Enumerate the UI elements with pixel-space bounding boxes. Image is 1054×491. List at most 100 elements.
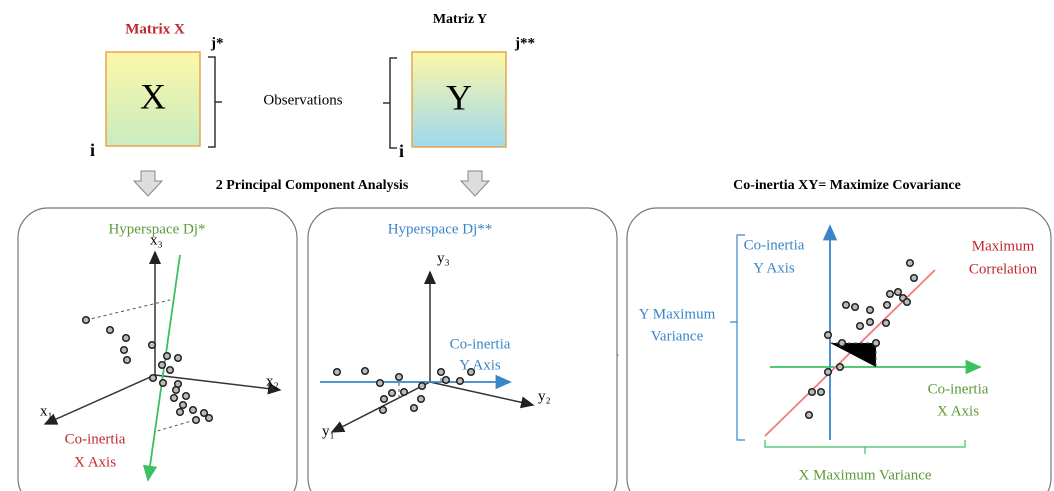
point bbox=[162, 351, 172, 361]
axis-label: X Axis bbox=[937, 403, 979, 419]
axis-label: X Axis bbox=[74, 454, 116, 470]
down-arrow bbox=[132, 170, 164, 197]
point bbox=[122, 355, 132, 365]
axis-label: Co-inertia bbox=[450, 336, 511, 352]
observations: Observations bbox=[263, 92, 342, 108]
axis-name: y₂ bbox=[538, 388, 551, 404]
axis-label: Co-inertia bbox=[65, 431, 126, 447]
matrix-x-title: Matrix X bbox=[125, 21, 185, 37]
matrix-y-row-index: i bbox=[399, 141, 404, 161]
point bbox=[158, 378, 168, 388]
axis-name: y₁ bbox=[322, 423, 335, 439]
point bbox=[905, 258, 915, 268]
panel-title: Hyperspace Dj** bbox=[388, 221, 493, 237]
matrix-x-col-index: j* bbox=[210, 35, 224, 51]
point bbox=[807, 387, 817, 397]
bracket bbox=[764, 440, 966, 454]
point bbox=[823, 367, 833, 377]
point bbox=[865, 317, 875, 327]
bracket bbox=[730, 234, 745, 441]
point bbox=[816, 387, 826, 397]
point bbox=[175, 407, 185, 417]
panel bbox=[626, 207, 1052, 491]
point bbox=[466, 367, 476, 377]
correlation-label: Maximum bbox=[972, 238, 1035, 254]
panel bbox=[307, 207, 618, 491]
projection bbox=[830, 342, 877, 367]
point bbox=[178, 400, 188, 410]
pca-label: 2 Principal Component Analysis bbox=[216, 178, 409, 193]
axis bbox=[154, 374, 282, 395]
axis bbox=[429, 381, 535, 409]
point bbox=[191, 415, 201, 425]
variance-label: Variance bbox=[651, 328, 704, 344]
points bbox=[81, 315, 214, 425]
bracket bbox=[383, 57, 397, 149]
point bbox=[171, 385, 181, 395]
point bbox=[871, 338, 881, 348]
points bbox=[804, 258, 919, 420]
point bbox=[165, 365, 175, 375]
variance-label: Y Maximum bbox=[639, 306, 716, 322]
matrix-y-title: Matriz Y bbox=[433, 12, 487, 27]
point bbox=[850, 302, 860, 312]
axis-name: x₃ bbox=[150, 232, 163, 248]
point bbox=[855, 321, 865, 331]
axis-name: y₃ bbox=[437, 250, 450, 266]
point bbox=[885, 289, 895, 299]
point bbox=[375, 378, 385, 388]
point bbox=[378, 405, 388, 415]
coinertia-title: Co-inertia XY= Maximize Covariance bbox=[733, 178, 961, 193]
point bbox=[409, 403, 419, 413]
point bbox=[169, 393, 179, 403]
point bbox=[804, 410, 814, 420]
point bbox=[837, 338, 847, 348]
matrix-y-symbol: Y bbox=[446, 77, 472, 117]
points bbox=[332, 366, 476, 415]
bracket bbox=[208, 56, 222, 148]
point bbox=[119, 345, 129, 355]
point bbox=[893, 287, 903, 297]
point bbox=[865, 305, 875, 315]
axis-label: Y Axis bbox=[459, 357, 501, 373]
axis bbox=[43, 374, 156, 425]
point bbox=[199, 408, 209, 418]
point bbox=[823, 330, 833, 340]
down-arrow bbox=[459, 170, 491, 197]
point bbox=[416, 394, 426, 404]
axis-name: x₁ bbox=[40, 403, 53, 419]
point bbox=[902, 297, 912, 307]
point bbox=[105, 325, 115, 335]
point bbox=[173, 353, 183, 363]
point bbox=[147, 340, 157, 350]
point bbox=[157, 360, 167, 370]
variance-label: X Maximum Variance bbox=[798, 467, 931, 483]
matrix-x-row-index: i bbox=[90, 140, 95, 160]
point bbox=[835, 362, 845, 372]
correlation-label: Correlation bbox=[969, 261, 1038, 277]
point bbox=[181, 391, 191, 401]
point bbox=[417, 381, 427, 391]
point bbox=[148, 373, 158, 383]
matrix-x-symbol: X bbox=[140, 76, 166, 116]
point bbox=[332, 367, 342, 377]
point bbox=[441, 375, 451, 385]
matrix-y-col-index: j** bbox=[514, 35, 535, 51]
point bbox=[881, 318, 891, 328]
panel bbox=[17, 207, 298, 491]
point bbox=[360, 366, 370, 376]
axis-label: Co-inertia bbox=[744, 237, 805, 253]
point bbox=[399, 387, 409, 397]
axis-name: x₂ bbox=[266, 373, 279, 389]
point bbox=[204, 413, 214, 423]
point bbox=[436, 367, 446, 377]
axis-label: Y Axis bbox=[753, 260, 795, 276]
axis-label: Co-inertia bbox=[928, 381, 989, 397]
point bbox=[81, 315, 91, 325]
point bbox=[841, 300, 851, 310]
matrix-y-box bbox=[411, 51, 507, 148]
point bbox=[455, 376, 465, 386]
point bbox=[379, 394, 389, 404]
panel-title: Hyperspace Dj* bbox=[108, 221, 205, 237]
